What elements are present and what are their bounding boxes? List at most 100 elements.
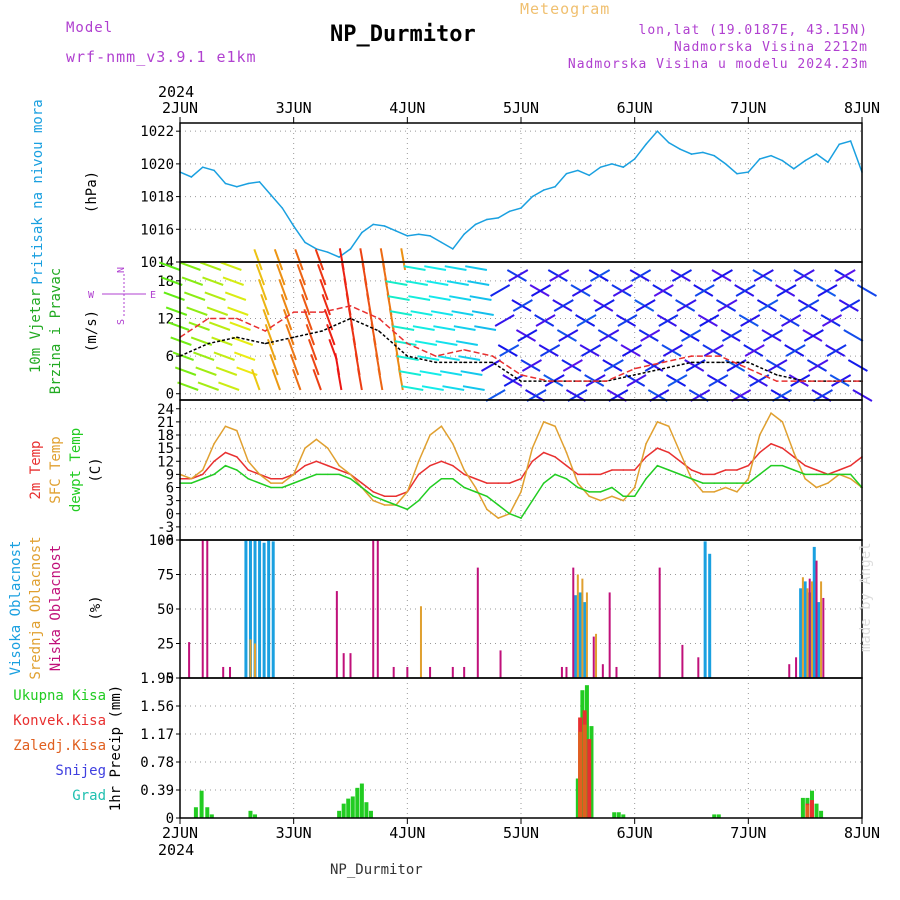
wind-arrows	[158, 248, 878, 402]
bar	[578, 592, 582, 678]
data-point	[417, 460, 420, 463]
wind-arrow	[208, 321, 231, 331]
data-point	[452, 464, 454, 467]
data-point	[292, 336, 295, 339]
data-point	[201, 469, 204, 471]
bar	[341, 803, 346, 818]
data-point	[338, 473, 340, 476]
wind-arrow	[753, 269, 774, 282]
data-point	[270, 194, 272, 196]
data-point	[292, 311, 295, 313]
data-point	[304, 477, 306, 480]
data-point	[622, 166, 625, 168]
bar	[271, 541, 275, 678]
data-point	[747, 464, 750, 467]
wind-arrow	[762, 329, 783, 342]
data-point	[395, 495, 397, 498]
data-point	[667, 451, 670, 454]
y-tick-label: -3	[157, 520, 174, 536]
data-point	[577, 473, 579, 476]
bar	[248, 810, 253, 818]
date-tick-top: 5JUN	[503, 99, 539, 117]
data-point	[417, 499, 420, 502]
page-title: NP_Durmitor	[330, 22, 476, 47]
data-point	[224, 451, 227, 454]
wind-arrow	[694, 284, 715, 297]
data-point	[724, 163, 727, 165]
bar	[406, 666, 409, 678]
wind-arrow	[298, 278, 309, 301]
data-point	[338, 464, 340, 467]
bar	[346, 798, 351, 818]
data-point	[827, 161, 829, 164]
temp-dew-label: dewpt Temp	[68, 428, 84, 512]
wind-arrow	[517, 329, 538, 342]
y-tick-label: 1020	[140, 157, 174, 173]
data-point	[361, 482, 363, 484]
wind-arrow	[699, 314, 720, 327]
data-point	[406, 342, 409, 345]
bar	[222, 666, 225, 678]
data-point	[491, 361, 494, 364]
date-tick-bottom: 5JUN	[503, 824, 539, 842]
data-point	[656, 464, 659, 467]
data-point	[247, 477, 249, 480]
wind-arrow	[165, 306, 188, 316]
wind-arrow	[781, 314, 802, 327]
data-point	[542, 421, 545, 423]
wind-arrow	[494, 314, 515, 327]
bar	[615, 666, 618, 678]
wind-arrow	[458, 355, 481, 361]
data-point	[315, 438, 318, 441]
wind-arrow	[503, 374, 524, 387]
wind-arrow	[843, 329, 864, 342]
wind-arrow	[227, 306, 249, 316]
data-point	[383, 499, 386, 502]
data-point	[724, 486, 727, 489]
wind-arrow	[631, 269, 652, 282]
wind-arrow	[410, 310, 433, 316]
wind-arrow	[158, 261, 181, 271]
data-point	[338, 469, 340, 471]
bar	[601, 664, 604, 678]
data-point	[719, 361, 721, 364]
date-tick-top: 6JUN	[617, 99, 653, 117]
y-tick-label: 0	[166, 507, 174, 523]
wind-arrow	[808, 359, 829, 372]
y-tick-label: 75	[157, 568, 174, 584]
wind-arrow	[195, 366, 217, 376]
data-point	[702, 151, 704, 154]
data-point	[793, 456, 795, 458]
wind-arrow	[549, 269, 570, 282]
data-point	[662, 367, 664, 370]
wind-arrow	[168, 321, 190, 331]
wind-arrow	[181, 276, 204, 286]
y-tick-label: 1.56	[140, 699, 174, 715]
bar	[575, 778, 580, 818]
wind-arrow	[177, 381, 199, 391]
data-point	[781, 421, 784, 423]
y-tick-label: 1.17	[140, 727, 174, 743]
data-point	[667, 141, 670, 144]
data-point	[565, 464, 568, 467]
bar	[244, 540, 248, 678]
y-tick-label: 12	[157, 454, 174, 470]
y-tick-label: 1.95	[140, 671, 174, 687]
data-point	[804, 473, 806, 476]
bar	[376, 540, 379, 678]
bar	[703, 541, 707, 678]
data-point	[361, 486, 363, 489]
data-point	[605, 380, 608, 382]
data-point	[849, 477, 852, 480]
data-point	[713, 473, 716, 476]
data-point	[679, 460, 681, 463]
wind-arrow	[449, 295, 472, 301]
data-point	[747, 171, 750, 173]
temp-sfc-label: SFC Temp	[48, 436, 64, 503]
data-point	[542, 189, 545, 191]
data-point	[440, 460, 443, 463]
data-point	[349, 305, 352, 307]
data-point	[281, 482, 284, 484]
bar	[595, 633, 598, 678]
data-point	[383, 225, 386, 227]
